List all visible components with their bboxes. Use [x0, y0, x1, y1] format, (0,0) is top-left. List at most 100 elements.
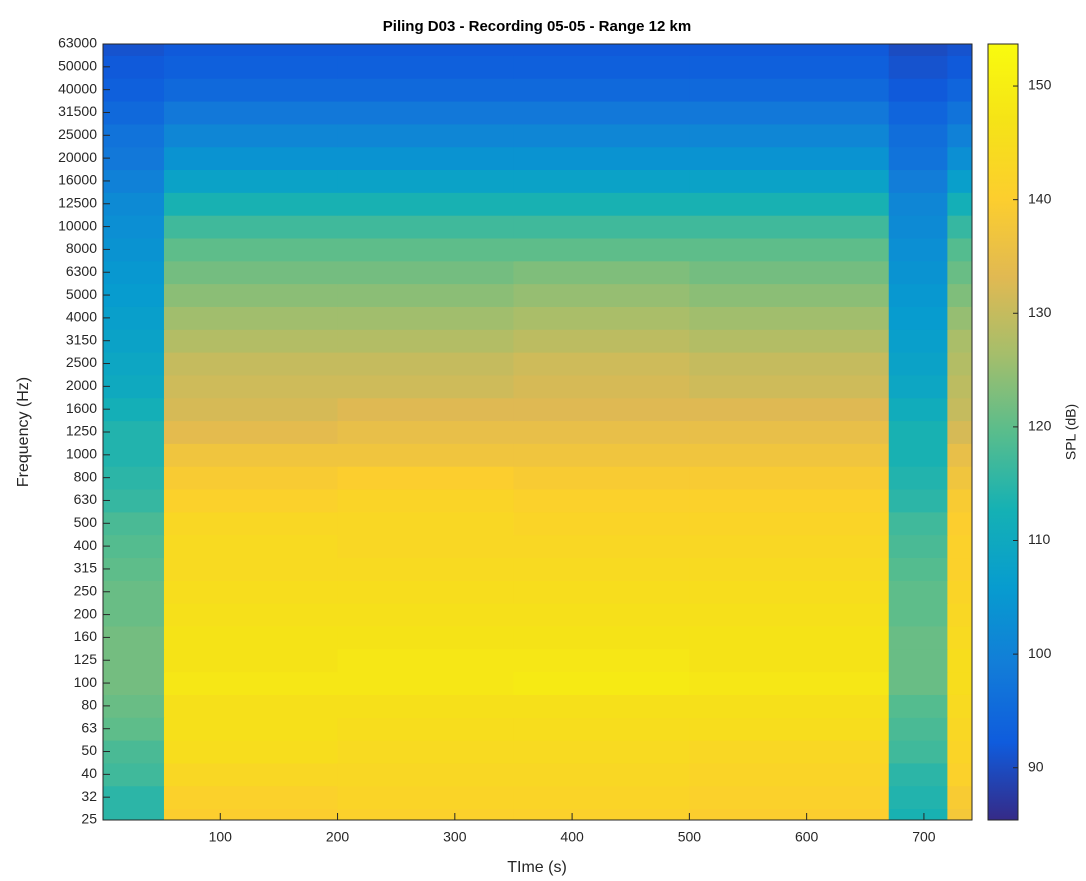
heatmap-cell	[103, 648, 165, 673]
heatmap-cell	[513, 44, 690, 56]
heatmap-cell	[888, 808, 948, 820]
y-tick-label: 63000	[58, 35, 97, 51]
heatmap-cell	[163, 580, 339, 604]
heatmap-cell	[513, 694, 690, 718]
x-tick-label: 700	[912, 829, 936, 845]
heatmap-cell	[337, 420, 514, 444]
heatmap-cell	[513, 580, 690, 604]
heatmap-cell	[337, 374, 514, 399]
heatmap-cell	[337, 352, 514, 376]
heatmap-cell	[103, 192, 165, 216]
heatmap-cell	[947, 329, 972, 353]
heatmap-cell	[103, 44, 165, 56]
y-tick-label: 10000	[58, 217, 97, 233]
heatmap-cell	[163, 740, 339, 764]
heatmap-cell	[103, 466, 165, 490]
heatmap-cell	[163, 238, 339, 262]
heatmap-cell	[888, 169, 948, 193]
heatmap-cell	[163, 283, 339, 307]
heatmap-cell	[689, 671, 890, 695]
heatmap-cell	[337, 192, 514, 216]
y-tick-label: 315	[74, 560, 98, 576]
heatmap-cell	[163, 192, 339, 216]
heatmap-cell	[888, 215, 948, 239]
y-tick-label: 50000	[58, 58, 97, 74]
heatmap-cell	[689, 808, 890, 820]
heatmap-cell	[888, 352, 948, 376]
y-tick-label: 6300	[66, 263, 97, 279]
heatmap-cell	[337, 44, 514, 56]
heatmap-cell	[337, 215, 514, 239]
heatmap-cell	[689, 443, 890, 467]
heatmap-cell	[513, 329, 690, 353]
y-tick-label: 160	[74, 628, 98, 644]
heatmap-cell	[689, 694, 890, 718]
heatmap-cell	[163, 397, 339, 422]
colorbar-tick-label: 130	[1028, 304, 1052, 320]
y-tick-label: 31500	[58, 103, 97, 119]
heatmap-cell	[947, 466, 972, 490]
heatmap-cell	[513, 511, 690, 536]
y-tick-label: 125	[74, 651, 98, 667]
heatmap-cell	[103, 306, 165, 330]
x-axis-label: TIme (s)	[507, 859, 567, 876]
heatmap-cell	[689, 534, 890, 559]
heatmap-cell	[947, 511, 972, 536]
heatmap-cell	[163, 785, 339, 810]
heatmap-cell	[103, 101, 165, 125]
y-tick-label: 630	[74, 491, 98, 507]
heatmap-cell	[689, 740, 890, 764]
y-tick-label: 40	[81, 765, 97, 781]
heatmap-cell	[513, 626, 690, 650]
heatmap-cell	[947, 534, 972, 559]
y-tick-label: 5000	[66, 286, 97, 302]
heatmap-cell	[337, 260, 514, 285]
heatmap-cell	[888, 580, 948, 604]
heatmap-cell	[888, 420, 948, 444]
heatmap-cell	[163, 648, 339, 673]
heatmap-cell	[689, 169, 890, 193]
colorbar-label: SPL (dB)	[1063, 404, 1079, 460]
heatmap-cell	[513, 397, 690, 422]
heatmap-cell	[689, 101, 890, 125]
heatmap-cell	[513, 648, 690, 673]
heatmap-cell	[689, 762, 890, 787]
heatmap-cell	[163, 466, 339, 490]
heatmap-cell	[947, 101, 972, 125]
heatmap-cell	[947, 238, 972, 262]
heatmap-cell	[103, 123, 165, 148]
heatmap-cell	[689, 489, 890, 513]
heatmap-cell	[888, 762, 948, 787]
heatmap-cell	[947, 397, 972, 422]
heatmap-cell	[888, 717, 948, 741]
heatmap-cell	[163, 55, 339, 79]
heatmap-cell	[888, 511, 948, 536]
heatmap-cell	[337, 740, 514, 764]
heatmap-cell	[163, 352, 339, 376]
heatmap-cell	[947, 169, 972, 193]
y-tick-label: 25000	[58, 126, 97, 142]
heatmap-cell	[337, 123, 514, 148]
heatmap-cell	[337, 580, 514, 604]
heatmap-cell	[103, 626, 165, 650]
heatmap-cell	[947, 762, 972, 787]
heatmap-cell	[337, 78, 514, 102]
heatmap-cell	[689, 352, 890, 376]
heatmap-cell	[689, 580, 890, 604]
heatmap-cell	[947, 580, 972, 604]
heatmap-cell	[103, 329, 165, 353]
colorbar-tick-label: 140	[1028, 190, 1052, 206]
heatmap-cell	[513, 420, 690, 444]
heatmap-cell	[163, 306, 339, 330]
heatmap-cell	[337, 534, 514, 559]
heatmap-cell	[337, 329, 514, 353]
heatmap-cell	[337, 557, 514, 581]
y-tick-label: 20000	[58, 149, 97, 165]
heatmap-cell	[947, 694, 972, 718]
heatmap-cell	[337, 238, 514, 262]
heatmap-cell	[947, 306, 972, 330]
y-tick-label: 1600	[66, 400, 97, 416]
heatmap-cell	[163, 44, 339, 56]
heatmap-cell	[103, 717, 165, 741]
